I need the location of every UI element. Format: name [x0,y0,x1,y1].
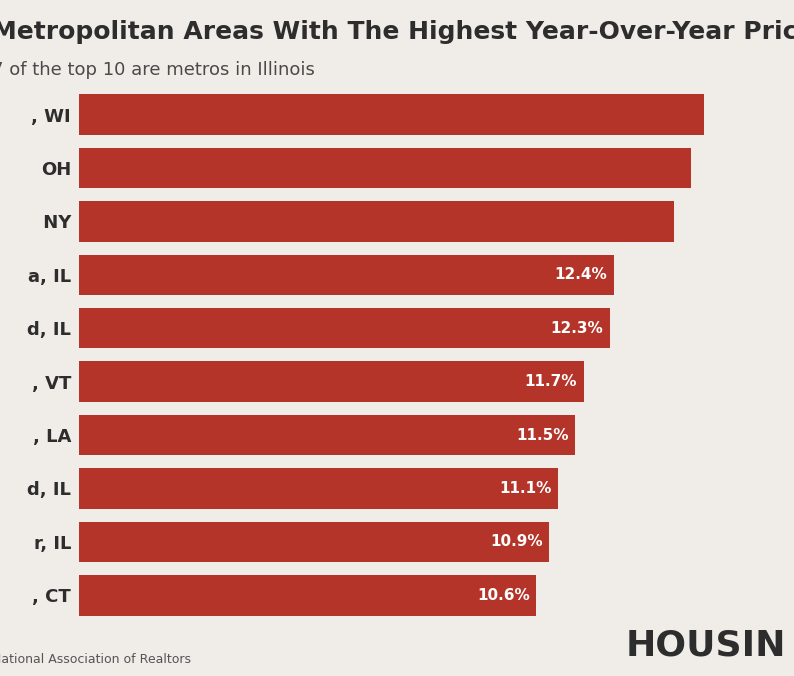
Bar [79,361,584,402]
Text: 12.4%: 12.4% [555,267,607,283]
Bar [79,254,614,295]
Bar [79,147,692,189]
Text: Metropolitan Areas With The Highest Year-Over-Year Price rises: Metropolitan Areas With The Highest Year… [0,20,794,45]
Text: 7 of the top 10 are metros in Illinois: 7 of the top 10 are metros in Illinois [0,61,315,79]
Bar [79,414,575,456]
Text: 10.6%: 10.6% [477,587,530,603]
Text: 11.7%: 11.7% [525,374,577,389]
Text: 10.9%: 10.9% [490,534,543,550]
Bar [79,201,674,242]
Bar [79,468,558,509]
Text: HOUSIN: HOUSIN [626,629,786,662]
Bar [79,521,549,562]
Text: National Association of Realtors: National Association of Realtors [0,653,191,666]
Bar [79,575,536,616]
Text: 12.3%: 12.3% [550,320,603,336]
Text: 11.1%: 11.1% [499,481,551,496]
Bar [79,308,610,349]
Bar [79,94,704,135]
Text: 11.5%: 11.5% [516,427,569,443]
